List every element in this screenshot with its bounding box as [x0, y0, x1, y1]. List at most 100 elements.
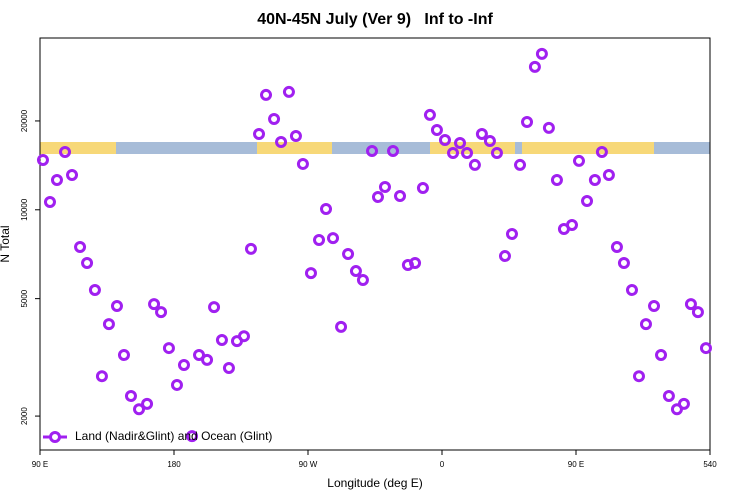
- point: [505, 227, 518, 240]
- point: [595, 145, 608, 158]
- point: [565, 219, 578, 232]
- point: [133, 403, 146, 416]
- point: [155, 306, 168, 319]
- point: [170, 378, 183, 391]
- point: [282, 85, 295, 98]
- point: [535, 47, 548, 60]
- point: [423, 108, 436, 121]
- x-tick-label: 90 E: [568, 460, 584, 469]
- point: [66, 168, 79, 181]
- point: [50, 173, 63, 186]
- point: [430, 123, 443, 136]
- point: [356, 274, 369, 287]
- point: [617, 257, 630, 270]
- point: [141, 397, 154, 410]
- point: [416, 182, 429, 195]
- point: [438, 133, 451, 146]
- y-tick-label: 10000: [20, 198, 29, 221]
- point: [304, 267, 317, 280]
- x-tick-label: 0: [440, 460, 445, 469]
- x-tick-label: 90 E: [32, 460, 48, 469]
- point: [366, 144, 379, 157]
- point: [588, 173, 601, 186]
- point: [632, 370, 645, 383]
- point: [498, 250, 511, 263]
- point: [409, 257, 422, 270]
- point: [215, 334, 228, 347]
- point: [387, 144, 400, 157]
- point: [88, 283, 101, 296]
- point: [394, 189, 407, 202]
- point: [662, 389, 675, 402]
- point: [639, 318, 652, 331]
- point: [378, 180, 391, 193]
- point: [43, 195, 56, 208]
- point: [162, 342, 175, 355]
- point: [36, 153, 49, 166]
- point: [550, 173, 563, 186]
- point: [124, 389, 137, 402]
- point: [222, 362, 235, 375]
- point: [268, 112, 281, 125]
- point: [454, 136, 467, 149]
- point: [528, 60, 541, 73]
- point: [320, 203, 333, 216]
- point: [110, 300, 123, 313]
- point: [102, 318, 115, 331]
- point: [699, 342, 712, 355]
- point: [447, 146, 460, 159]
- point: [148, 298, 161, 311]
- point: [327, 232, 340, 245]
- chart-title: 40N-45N July (Ver 9) Inf to -Inf: [257, 11, 493, 28]
- point: [655, 349, 668, 362]
- point: [691, 306, 704, 319]
- point: [468, 158, 481, 171]
- point: [289, 129, 302, 142]
- point: [260, 88, 273, 101]
- point: [625, 283, 638, 296]
- point: [610, 241, 623, 254]
- point: [244, 242, 257, 255]
- point: [74, 241, 87, 254]
- x-axis-label: Longitude (deg E): [327, 476, 422, 490]
- point: [490, 146, 503, 159]
- point: [461, 146, 474, 159]
- point: [342, 248, 355, 261]
- point: [81, 257, 94, 270]
- point: [237, 330, 250, 343]
- y-tick-label: 5000: [20, 289, 29, 307]
- point: [193, 349, 206, 362]
- point: [684, 298, 697, 311]
- point: [475, 127, 488, 140]
- point: [483, 134, 496, 147]
- point: [186, 430, 199, 443]
- point: [201, 353, 214, 366]
- x-tick-label: 540: [703, 460, 717, 469]
- plot-frame: [39, 37, 711, 451]
- point: [117, 349, 130, 362]
- point: [514, 158, 527, 171]
- point: [208, 301, 221, 314]
- point: [59, 145, 72, 158]
- point: [296, 157, 309, 170]
- x-tick-label: 180: [167, 460, 181, 469]
- y-tick-label: 20000: [20, 109, 29, 132]
- point: [313, 234, 326, 247]
- legend-marker: [49, 431, 61, 443]
- point: [95, 370, 108, 383]
- y-axis-label: N Total: [0, 225, 12, 262]
- x-tick-label: 90 W: [299, 460, 318, 469]
- point: [677, 397, 690, 410]
- point: [335, 320, 348, 333]
- y-tick-label: 2000: [20, 407, 29, 425]
- point: [177, 358, 190, 371]
- point: [581, 194, 594, 207]
- point: [648, 300, 661, 313]
- point: [542, 121, 555, 134]
- point: [602, 168, 615, 181]
- point: [371, 190, 384, 203]
- point: [275, 136, 288, 149]
- legend-label: Land (Nadir&Glint) and Ocean (Glint): [75, 429, 272, 443]
- point: [253, 127, 266, 140]
